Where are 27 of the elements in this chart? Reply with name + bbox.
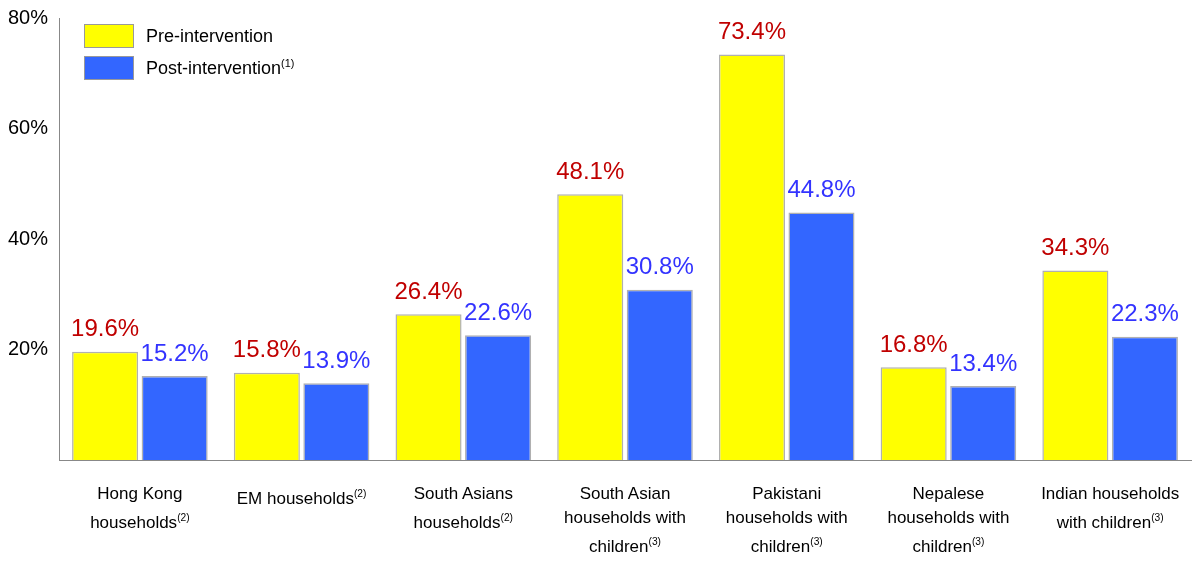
y-tick-label: 40% bbox=[8, 226, 49, 249]
data-label: 16.8% bbox=[879, 329, 948, 357]
data-label: 15.8% bbox=[232, 335, 301, 363]
x-tick-label: Indian households with children$^{(3)}$ bbox=[1040, 483, 1181, 534]
data-label: 73.4% bbox=[717, 17, 786, 45]
x-tick-label: South Asian households with children$^{(3)}$ bbox=[563, 483, 687, 558]
data-label: 15.2% bbox=[140, 338, 209, 366]
x-tick-label: Nepalese households with children$^{(3)}$ bbox=[886, 483, 1011, 558]
data-label: 48.1% bbox=[556, 156, 625, 184]
data-label: 26.4% bbox=[394, 276, 463, 304]
data-label: 22.6% bbox=[464, 297, 533, 325]
x-tick-label: Hong Kong households$^{(2)}$ bbox=[89, 483, 191, 534]
data-label: 13.4% bbox=[949, 348, 1018, 376]
x-tick-label: Pakistani households with children$^{(3)}$ bbox=[724, 483, 849, 558]
data-label: 34.3% bbox=[1041, 233, 1110, 261]
y-tick-label: 20% bbox=[8, 337, 49, 360]
legend-label: Post-intervention$^{(1)}$ bbox=[146, 57, 295, 79]
data-label: 30.8% bbox=[625, 252, 694, 280]
legend-label: Pre-intervention bbox=[146, 25, 274, 47]
y-tick-label: 80% bbox=[8, 5, 49, 28]
data-label: 22.3% bbox=[1110, 299, 1179, 327]
x-tick-label: South Asians households$^{(2)}$ bbox=[412, 483, 514, 534]
data-label: 19.6% bbox=[71, 314, 140, 342]
data-label: 13.9% bbox=[302, 345, 371, 373]
y-tick-label: 60% bbox=[8, 116, 49, 139]
data-label: 44.8% bbox=[787, 175, 856, 203]
x-tick-label: EM households$^{(2)}$ bbox=[235, 487, 368, 510]
